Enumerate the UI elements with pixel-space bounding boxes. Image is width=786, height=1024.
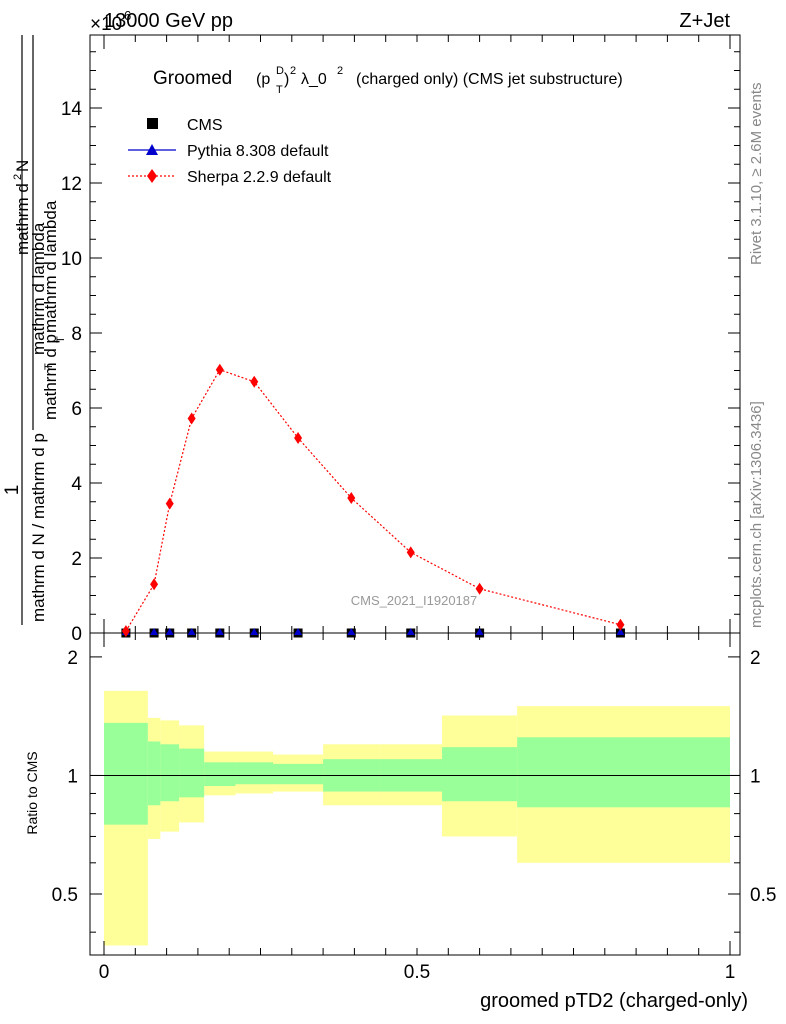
legend-pythia-label: Pythia 8.308 default [187, 143, 329, 160]
sherpa-point [187, 412, 196, 425]
green-band-10 [517, 737, 730, 808]
title-sup-d: D [276, 65, 284, 77]
main-y-tick-label: 2 [71, 549, 82, 570]
title-sup-2b: 2 [337, 65, 343, 77]
sherpa-point [215, 363, 224, 376]
ratio-y-tick-label-right: 1 [750, 766, 761, 787]
analysis-watermark: CMS_2021_I1920187 [351, 593, 478, 608]
ylabel-right-num2: N [13, 160, 32, 172]
pythia-point [406, 628, 415, 635]
green-band-3 [179, 748, 205, 798]
exponent-label: ×10 [90, 14, 122, 35]
main-y-axis-label: 1 mathrm d N / mathrm d p T mathrm d lam… [2, 35, 67, 625]
green-band-9 [442, 747, 518, 802]
legend-cms-label: CMS [187, 117, 223, 134]
sherpa-series-line [125, 369, 621, 632]
title-sub-t: T [276, 84, 283, 96]
ylabel-one: 1 [2, 485, 23, 496]
ratio-y-tick-label-left: 2 [67, 648, 78, 669]
sherpa-point [294, 432, 303, 444]
ylabel-right-den: mathrm d p [41, 334, 60, 420]
sherpa-point [250, 375, 259, 388]
pythia-point [165, 628, 174, 635]
main-y-tick-label: 6 [71, 399, 82, 420]
title-lambda: λ_0 [301, 71, 327, 88]
sherpa-point [150, 578, 159, 591]
title-main: Groomed [153, 68, 232, 89]
green-band-1 [147, 741, 161, 806]
legend-pythia-marker [146, 144, 158, 155]
series-markers [121, 363, 625, 638]
exponent-power: 6 [124, 8, 131, 23]
title-close: ) [284, 71, 289, 88]
sherpa-point [347, 492, 356, 504]
legend-sherpa-label: Sherpa 2.2.9 default [187, 169, 332, 186]
green-band-0 [104, 722, 148, 825]
main-y-tick-label: 4 [71, 474, 82, 495]
pythia-point [475, 628, 484, 635]
pythia-point [294, 628, 303, 635]
ylabel-right-den-sub: T [55, 336, 67, 343]
green-band-6 [273, 763, 324, 785]
pythia-point [215, 628, 224, 635]
ratio-y-tick-label-right: 0.5 [750, 885, 776, 906]
ylabel-den-sub: T [43, 363, 55, 370]
main-y-tick-label: 0 [71, 624, 82, 645]
chart-title: Groomed (p D T ) 2 λ_0 2 (charged only) … [153, 65, 623, 96]
legend-cms-marker [147, 118, 158, 129]
sherpa-point [121, 625, 130, 638]
title-sup-2: 2 [290, 65, 296, 77]
main-y-tick-label: 8 [71, 324, 82, 345]
x-axis-label: groomed pTD2 (charged-only) [480, 990, 748, 1012]
energy-label: 13000 GeV pp [104, 10, 233, 32]
pythia-point [616, 628, 625, 635]
pythia-point [150, 628, 159, 635]
ratio-x-tick-label: 1 [725, 962, 736, 983]
ratio-x-tick-label: 0 [99, 962, 110, 983]
sherpa-point [165, 497, 174, 510]
process-label: Z+Jet [679, 10, 730, 32]
ratio-y-axis-label: Ratio to CMS [24, 751, 40, 834]
rivet-label: Rivet 3.1.10, ≥ 2.6M events [748, 83, 765, 266]
axis-ticks [90, 35, 740, 955]
ylabel-den: mathrm d N / mathrm d p [29, 433, 48, 622]
sherpa-point [475, 582, 484, 595]
sherpa-point [406, 546, 415, 559]
green-band-5 [235, 762, 274, 785]
legend-sherpa-marker [147, 169, 157, 183]
pythia-point [347, 628, 356, 635]
ylabel-den2: mathrm d lambda [29, 222, 48, 355]
title-rest: (charged only) (CMS jet substructure) [356, 71, 623, 88]
pythia-point [187, 628, 196, 635]
ratio-x-tick-label: 0.5 [404, 962, 430, 983]
ylabel-right-num: mathrm d [13, 183, 32, 255]
ratio-y-tick-label-left: 0.5 [52, 885, 78, 906]
pythia-point [250, 628, 259, 635]
ratio-y-tick-label-right: 2 [750, 648, 761, 669]
green-band-4 [204, 762, 236, 787]
sherpa-point [616, 618, 625, 631]
ylabel-right-sup: 2 [12, 174, 24, 180]
main-y-tick-label: 14 [61, 99, 83, 120]
main-y-tick-label: 10 [61, 249, 82, 270]
main-y-tick-label: 12 [61, 174, 82, 195]
ratio-y-tick-label-left: 1 [67, 766, 78, 787]
title-p: (p [256, 71, 270, 88]
mcplots-label: mcplots.cern.ch [arXiv:1306.3436] [748, 401, 765, 628]
ylabel-right-den2: mathrm d lambda [41, 200, 60, 333]
green-band-2 [160, 744, 180, 802]
legend: CMS Pythia 8.308 default Sherpa 2.2.9 de… [128, 117, 332, 186]
ratio-bands [104, 690, 730, 946]
